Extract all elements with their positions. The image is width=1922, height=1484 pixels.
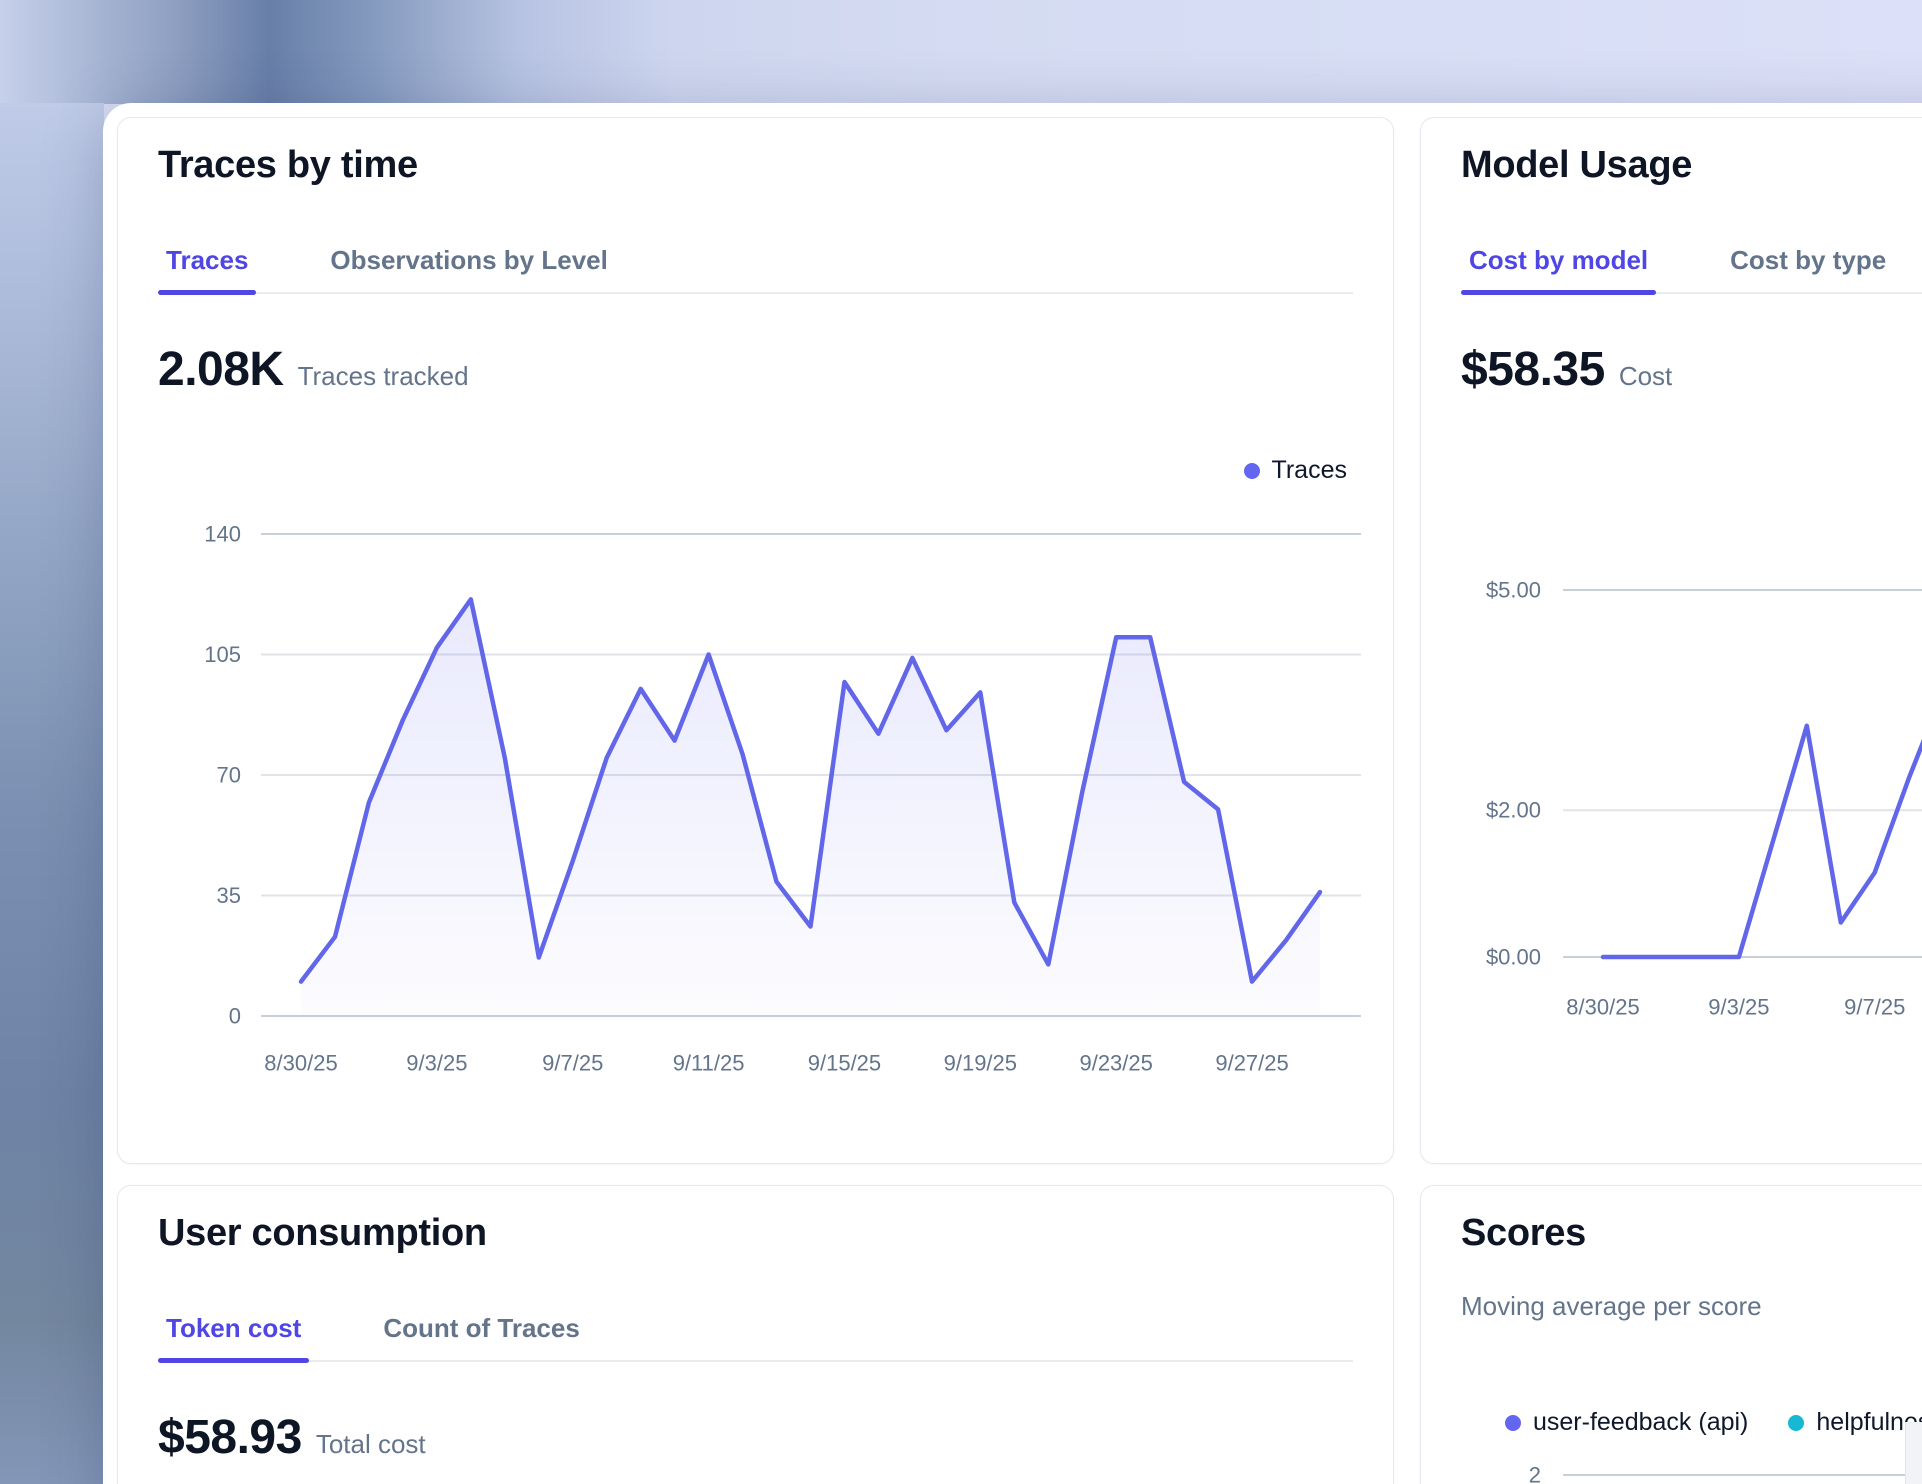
card-title-user-consumption: User consumption bbox=[158, 1212, 487, 1254]
svg-text:9/7/25: 9/7/25 bbox=[542, 1051, 603, 1076]
svg-text:9/27/25: 9/27/25 bbox=[1215, 1051, 1288, 1076]
svg-text:0: 0 bbox=[229, 1004, 241, 1029]
legend-item-user-feedback-api: user-feedback (api) bbox=[1505, 1408, 1748, 1437]
metric-total-cost: $58.93 Total cost bbox=[158, 1410, 426, 1466]
legend-item-helpfulness: helpfulness bbox=[1788, 1408, 1922, 1437]
svg-text:$0.00: $0.00 bbox=[1486, 945, 1541, 970]
legend-item-traces: Traces bbox=[1243, 456, 1347, 485]
metric-label: Cost bbox=[1618, 361, 1673, 391]
tab-traces[interactable]: Traces bbox=[158, 244, 257, 295]
legend-label: Traces bbox=[1271, 456, 1347, 484]
legend-scores: user-feedback (api) helpfulness bbox=[1505, 1408, 1922, 1437]
tabs-user-consumption: Token cost Count of Traces bbox=[158, 1312, 1353, 1363]
tab-cost-by-model[interactable]: Cost by model bbox=[1461, 244, 1657, 295]
metric-label: Total cost bbox=[315, 1429, 426, 1459]
svg-text:9/3/25: 9/3/25 bbox=[406, 1051, 467, 1076]
metric-value: $58.93 bbox=[158, 1411, 302, 1464]
tabs-model-usage: Cost by model Cost by type bbox=[1461, 244, 1922, 295]
metric-label: Traces tracked bbox=[297, 361, 469, 391]
card-title-traces-by-time: Traces by time bbox=[158, 144, 418, 186]
metric-model-cost: $58.35 Cost bbox=[1461, 342, 1672, 398]
card-subtitle-scores: Moving average per score bbox=[1461, 1291, 1762, 1321]
legend-dot-icon bbox=[1243, 462, 1260, 479]
tab-count-of-traces[interactable]: Count of Traces bbox=[383, 1313, 580, 1343]
background-gradient-left bbox=[0, 103, 104, 1484]
card-title-model-usage: Model Usage bbox=[1461, 144, 1693, 186]
legend-label: helpfulness bbox=[1816, 1408, 1922, 1436]
card-model-usage: Model Usage Cost by model Cost by type $5… bbox=[1420, 117, 1922, 1164]
svg-text:9/7/25: 9/7/25 bbox=[1844, 995, 1905, 1020]
svg-text:9/23/25: 9/23/25 bbox=[1079, 1051, 1152, 1076]
legend-dot-icon bbox=[1788, 1414, 1805, 1431]
svg-text:9/3/25: 9/3/25 bbox=[1708, 995, 1769, 1020]
svg-text:8/30/25: 8/30/25 bbox=[264, 1051, 337, 1076]
svg-text:35: 35 bbox=[217, 883, 241, 908]
tab-token-cost[interactable]: Token cost bbox=[158, 1312, 310, 1363]
page-scrollbar[interactable] bbox=[1905, 1422, 1922, 1484]
svg-text:70: 70 bbox=[217, 763, 241, 788]
tab-cost-by-type[interactable]: Cost by type bbox=[1730, 245, 1887, 275]
legend-traces: Traces bbox=[1243, 456, 1347, 485]
metric-value: $58.35 bbox=[1461, 343, 1605, 396]
svg-text:$2.00: $2.00 bbox=[1486, 798, 1541, 823]
svg-text:140: 140 bbox=[204, 522, 241, 547]
legend-label: user-feedback (api) bbox=[1533, 1408, 1749, 1436]
svg-text:$5.00: $5.00 bbox=[1486, 578, 1541, 603]
svg-text:9/11/25: 9/11/25 bbox=[673, 1051, 745, 1076]
card-scores: Scores Moving average per score user-fee… bbox=[1420, 1185, 1922, 1484]
tab-observations-by-level[interactable]: Observations by Level bbox=[330, 245, 608, 275]
tabs-traces-by-time: Traces Observations by Level bbox=[158, 244, 1353, 295]
card-title-scores: Scores bbox=[1461, 1212, 1586, 1254]
metric-traces-tracked: 2.08K Traces tracked bbox=[158, 342, 469, 398]
legend-dot-icon bbox=[1505, 1414, 1521, 1431]
svg-text:2: 2 bbox=[1529, 1463, 1541, 1484]
metric-value: 2.08K bbox=[158, 343, 284, 396]
svg-text:105: 105 bbox=[204, 642, 241, 667]
card-user-consumption: User consumption Token cost Count of Trac… bbox=[117, 1185, 1394, 1484]
card-traces-by-time: Traces by time Traces Observations by Lev… bbox=[117, 117, 1394, 1164]
svg-text:9/15/25: 9/15/25 bbox=[808, 1051, 881, 1076]
background-gradient-top bbox=[0, 0, 1922, 104]
svg-text:8/30/25: 8/30/25 bbox=[1566, 995, 1639, 1020]
svg-text:9/19/25: 9/19/25 bbox=[944, 1051, 1017, 1076]
